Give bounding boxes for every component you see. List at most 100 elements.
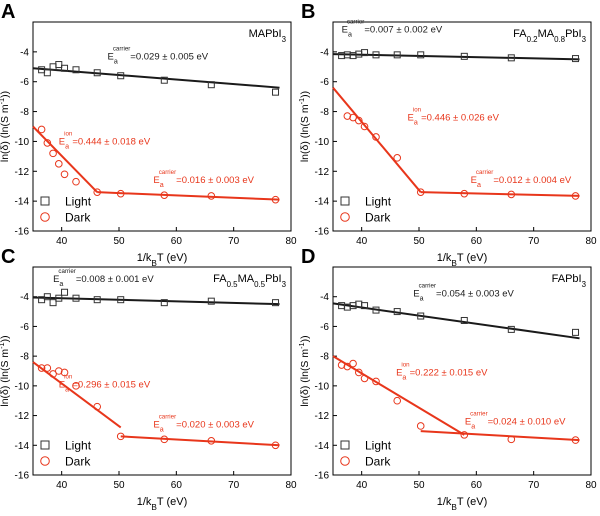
data-point-dark: [343, 362, 352, 371]
activation-energy-label: Eacarrier=0.029 ± 0.005 eV: [108, 45, 209, 65]
data-point-dark: [116, 189, 125, 198]
data-point-light: [507, 54, 515, 62]
data-point-light: [43, 293, 51, 301]
data-point-dark: [43, 364, 52, 372]
panel-letter: A: [1, 1, 15, 23]
plot-frame: [32, 266, 292, 476]
panel-title: FA0.5MA0.5PbI3: [213, 273, 286, 289]
data-point-dark: [93, 188, 102, 196]
y-tick-label: -16: [315, 471, 330, 482]
y-tick-label: -10: [15, 137, 30, 148]
legend-label-dark: Dark: [365, 211, 391, 225]
y-tick-label: -6: [20, 322, 29, 333]
x-tick-label: 50: [413, 236, 425, 247]
y-tick-label: -4: [20, 47, 29, 58]
y-axis-label: ln(δ) (ln(S m-1)): [0, 335, 11, 406]
x-tick-label: 70: [228, 480, 240, 491]
y-axis-label: ln(δ) (ln(S m-1)): [0, 91, 11, 162]
data-point-light: [160, 76, 168, 84]
y-tick-label: -8: [20, 352, 29, 363]
data-point-dark: [507, 435, 516, 444]
data-point-light: [372, 306, 380, 314]
data-point-dark: [393, 396, 402, 405]
data-point-light: [272, 88, 280, 96]
activation-energy-label: Eaion=0.444 ± 0.018 eV: [59, 130, 151, 150]
x-tick-label: 40: [356, 480, 368, 491]
data-point-light: [372, 51, 380, 59]
data-point-light: [61, 288, 69, 296]
y-tick-label: -14: [15, 197, 30, 208]
x-tick-label: 60: [471, 236, 483, 247]
data-point-dark: [72, 177, 80, 186]
data-point-light: [460, 52, 468, 60]
activation-energy-label: Eacarrier=0.016 ± 0.003 eV: [153, 169, 254, 189]
data-point-dark: [571, 192, 580, 200]
y-axis-label: ln(δ) (ln(S m-1)): [297, 335, 312, 406]
x-tick-label: 50: [113, 236, 125, 247]
data-point-light: [207, 81, 215, 89]
x-axis-label: 1/kBT (eV): [437, 252, 488, 268]
legend-marker-dark: [340, 456, 350, 466]
fit-line-light: [332, 302, 580, 340]
data-point-light: [160, 299, 168, 307]
data-point-light: [361, 49, 369, 57]
legend-label-dark: Dark: [65, 211, 91, 225]
data-point-dark: [360, 122, 369, 131]
data-point-dark: [116, 432, 125, 441]
y-tick-label: -6: [320, 77, 329, 88]
data-point-light: [507, 325, 515, 333]
legend-marker-light: [340, 440, 350, 450]
y-tick-label: -16: [15, 471, 30, 482]
plot-frame: [332, 266, 592, 476]
panel-title: FAPbI3: [552, 273, 587, 289]
data-point-light: [207, 297, 215, 305]
legend-label-dark: Dark: [365, 455, 391, 469]
data-point-light: [55, 61, 63, 69]
legend-marker-light: [40, 440, 50, 450]
x-tick-label: 50: [113, 480, 125, 491]
data-point-dark: [460, 431, 469, 439]
y-tick-label: -12: [315, 411, 330, 422]
legend-label-light: Light: [65, 439, 92, 453]
chart-panel-a: 40 50 60 70 80 -4 -6 -8 -10 -12 -14 -16 1/kBT (eV) ln…: [0, 1, 297, 268]
data-point-light: [61, 64, 69, 72]
legend-marker-dark: [40, 456, 50, 466]
x-tick-label: 40: [56, 236, 68, 247]
data-point-light: [49, 299, 57, 307]
fit-line-light: [32, 67, 280, 89]
legend-label-light: Light: [365, 439, 392, 453]
data-point-dark: [93, 402, 102, 411]
x-tick-label: 60: [471, 480, 483, 491]
y-tick-label: -4: [320, 292, 329, 303]
data-point-dark: [355, 368, 363, 377]
y-tick-label: -10: [315, 137, 330, 148]
data-point-dark: [160, 435, 169, 444]
data-point-dark: [372, 133, 380, 141]
activation-energy-label: Eacarrier=0.024 ± 0.010 eV: [465, 410, 566, 430]
data-point-dark: [271, 195, 280, 204]
legend-marker-dark: [40, 212, 50, 222]
chart-panel-b: 40 50 60 70 80 -4 -6 -8 -10 -12 -14 -16 1/kBT (eV) ln…: [297, 1, 597, 268]
data-point-dark: [360, 374, 369, 383]
panel-letter: B: [301, 1, 315, 23]
data-point-dark: [393, 154, 402, 162]
data-point-dark: [571, 436, 580, 444]
data-point-dark: [43, 139, 52, 147]
y-tick-label: -8: [20, 107, 29, 118]
data-point-dark: [55, 367, 63, 375]
data-point-light: [272, 299, 280, 307]
panel-letter: D: [301, 246, 315, 268]
data-point-dark: [207, 192, 216, 200]
data-point-light: [393, 308, 401, 316]
data-point-light: [117, 72, 125, 80]
fit-line-dark: [332, 355, 465, 436]
data-point-dark: [372, 377, 380, 386]
data-point-dark: [160, 191, 169, 199]
activation-energy-label: Eacarrier=0.012 ± 0.004 eV: [471, 169, 572, 189]
data-point-dark: [49, 149, 57, 158]
fit-line-dark: [32, 125, 98, 193]
activation-energy-label: Eacarrier=0.020 ± 0.003 eV: [153, 413, 254, 433]
y-tick-label: -14: [315, 441, 330, 452]
data-point-light: [572, 55, 580, 63]
